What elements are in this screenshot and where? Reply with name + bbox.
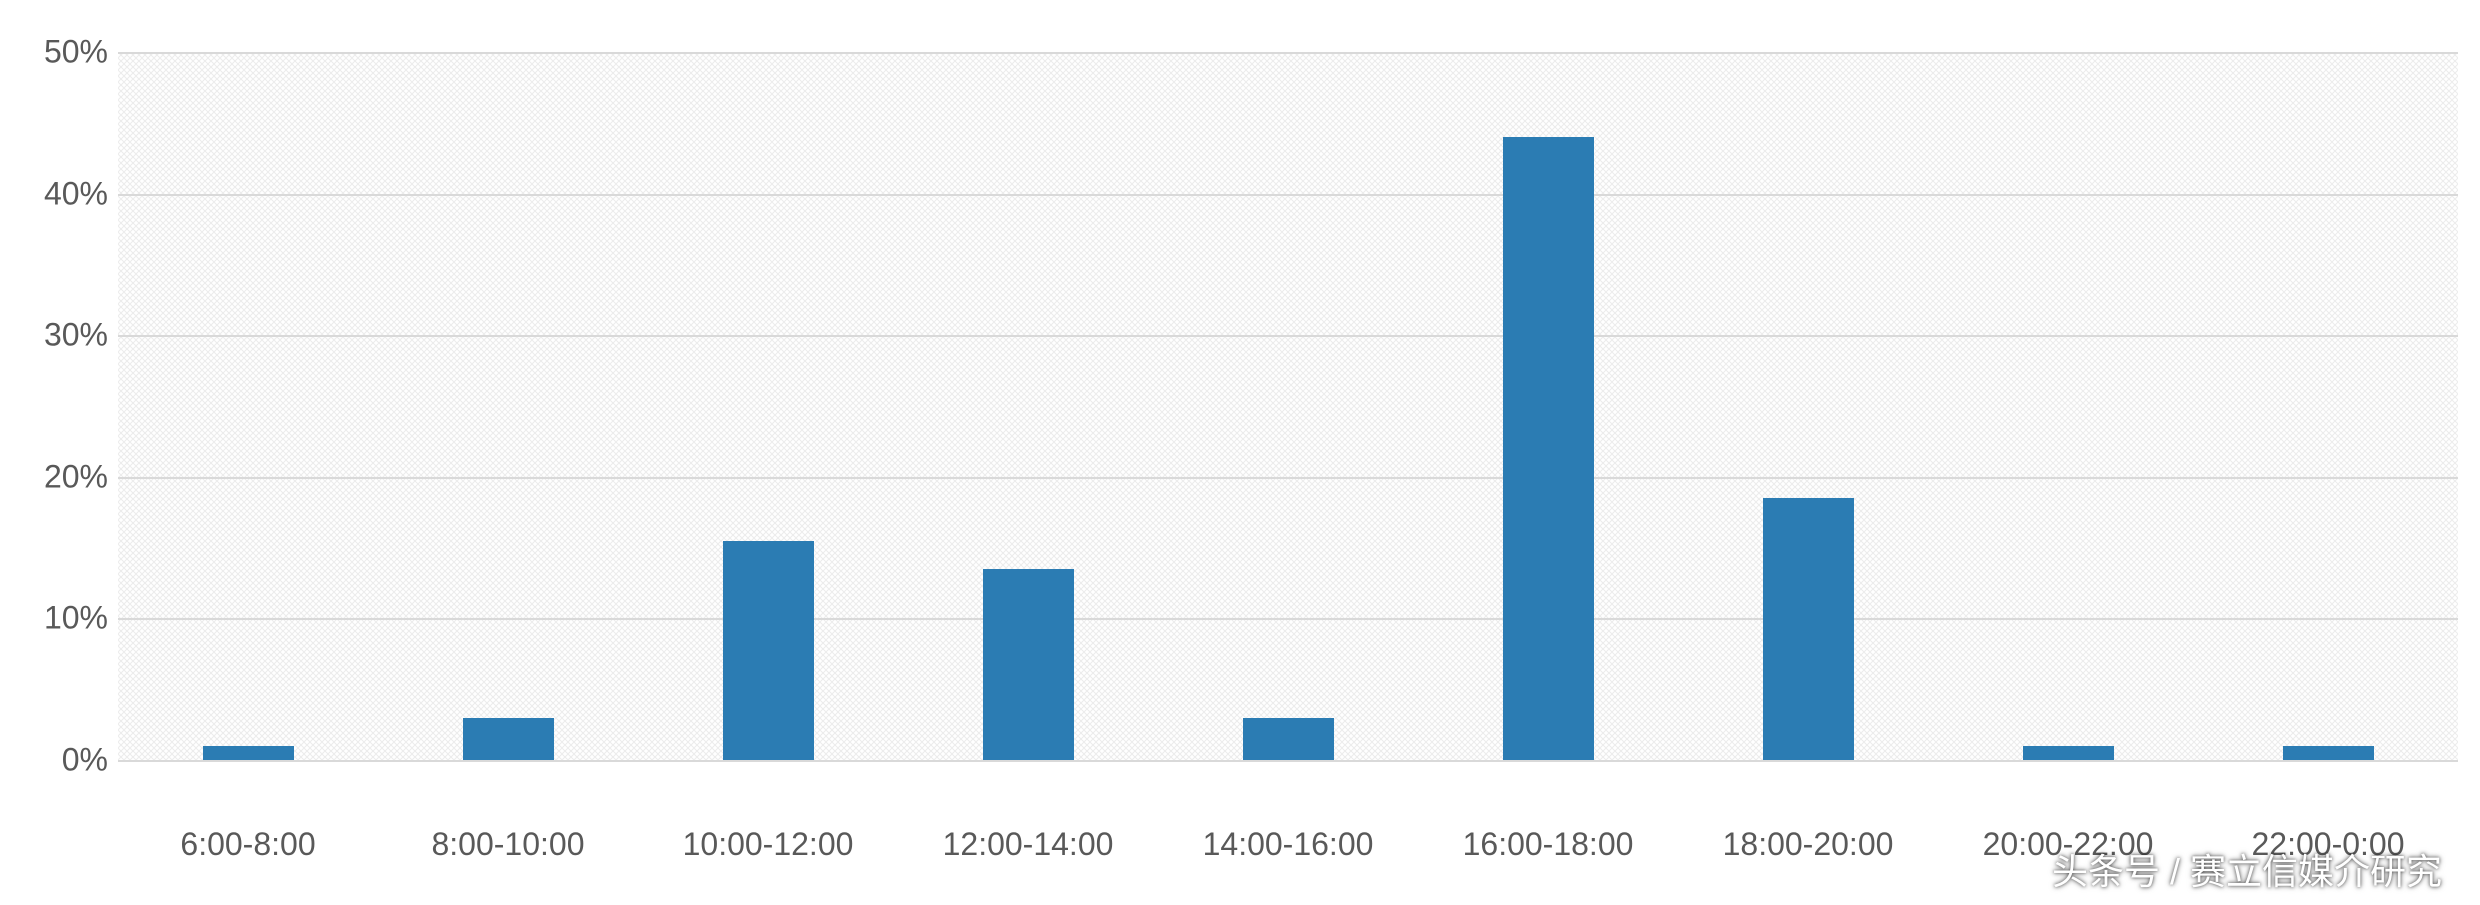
- bar: [203, 746, 294, 760]
- x-tick-label: 14:00-16:00: [1203, 826, 1374, 863]
- plot-area: [118, 52, 2458, 760]
- y-tick-label: 20%: [44, 458, 108, 495]
- y-tick-label: 0%: [62, 742, 108, 779]
- bar: [983, 569, 1074, 760]
- bar: [1503, 137, 1594, 760]
- x-tick-label: 6:00-8:00: [180, 826, 315, 863]
- y-tick-label: 40%: [44, 175, 108, 212]
- bar: [723, 541, 814, 760]
- y-tick-label: 10%: [44, 600, 108, 637]
- gridline: [118, 52, 2458, 54]
- bar: [2283, 746, 2374, 760]
- bar: [463, 718, 554, 760]
- x-tick-label: 16:00-18:00: [1463, 826, 1634, 863]
- image-credit: 头条号 / 赛立信媒介研究: [2052, 843, 2442, 895]
- x-tick-label: 8:00-10:00: [431, 826, 584, 863]
- y-tick-label: 30%: [44, 317, 108, 354]
- chart-container: 0% 10% 20% 30% 40% 50% 6:00-8:00 8:00-10:00 10:…: [0, 0, 2480, 905]
- gridline: [118, 194, 2458, 196]
- gridline: [118, 335, 2458, 337]
- x-tick-label: 18:00-20:00: [1723, 826, 1894, 863]
- gridline: [118, 618, 2458, 620]
- y-tick-label: 50%: [44, 34, 108, 71]
- bar: [2023, 746, 2114, 760]
- bar: [1243, 718, 1334, 760]
- x-tick-label: 10:00-12:00: [683, 826, 854, 863]
- gridline: [118, 760, 2458, 762]
- x-tick-label: 12:00-14:00: [943, 826, 1114, 863]
- bar: [1763, 498, 1854, 760]
- gridline: [118, 477, 2458, 479]
- plot-background: [118, 52, 2458, 760]
